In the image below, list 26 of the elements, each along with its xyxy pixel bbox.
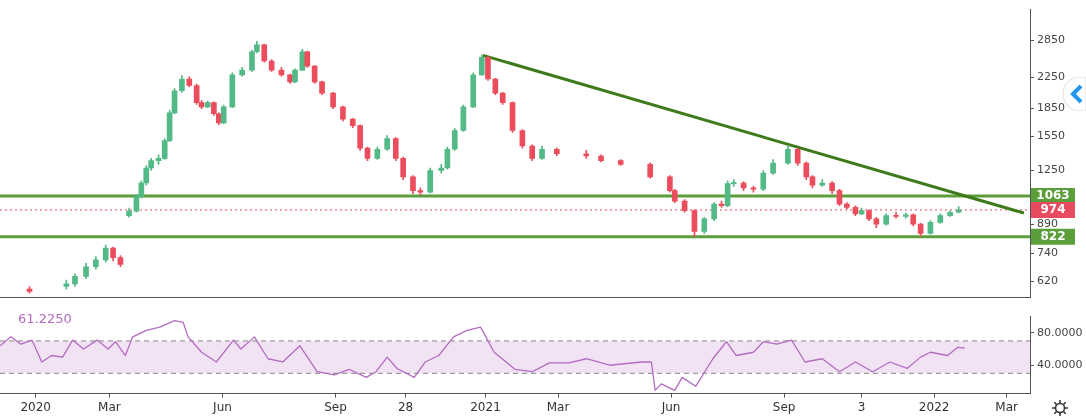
y-tick-label: 620 [1037,274,1058,288]
y-tick-label: 1550 [1037,129,1065,143]
y-tick-label: 80.0000 [1037,325,1083,339]
y-tick-label: 40.0000 [1037,358,1083,372]
x-tick-label: 2020 [20,399,51,414]
x-tick-label: 28 [397,399,414,414]
y-tick-label: 1850 [1037,101,1065,115]
annotation: 61.2250 [18,311,72,326]
x-tick-label: Jun [660,399,681,414]
ref-line-label: 974 [1040,202,1066,217]
x-tick-label: Mar [98,399,121,414]
y-tick-label: 2850 [1037,33,1065,47]
x-tick-label: 2022 [918,399,950,414]
y-tick-label: 2250 [1037,70,1065,84]
x-tick-label: 2021 [470,399,501,414]
y-tick-label: 1250 [1037,163,1065,177]
x-tick-label: Mar [546,399,570,414]
x-tick-label: 3 [857,399,866,414]
x-tick-label: Jun [212,399,232,414]
ref-line-label: 1063 [1036,188,1070,203]
x-tick-label: Sep [324,399,347,414]
ref-line-label: 822 [1040,228,1066,243]
y-tick-label: 740 [1037,246,1058,260]
x-tick-label: Mar [995,399,1019,414]
x-tick-label: Sep [772,399,796,414]
y-tick-label: 890 [1037,217,1058,231]
